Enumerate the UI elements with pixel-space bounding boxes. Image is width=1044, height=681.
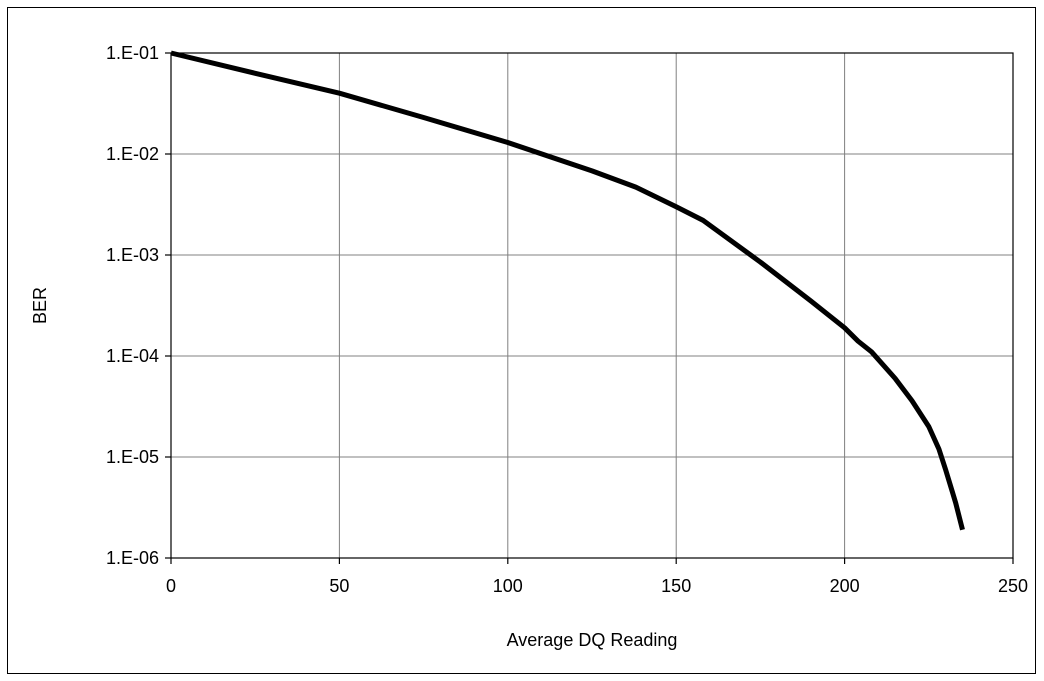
y-tick-label: 1.E-04 [106, 346, 159, 366]
x-axis-title: Average DQ Reading [507, 630, 678, 650]
series-group [170, 50, 965, 531]
grid-lines [171, 53, 1013, 558]
plot-area-border [170, 52, 1014, 559]
x-tick-label: 150 [661, 576, 691, 596]
y-tick-label: 1.E-06 [106, 548, 159, 568]
chart-frame [7, 7, 1036, 674]
y-tick-label: 1.E-03 [106, 245, 159, 265]
ber-series-line [170, 50, 965, 531]
x-tick-label: 250 [998, 576, 1028, 596]
y-axis-title: BER [30, 287, 50, 324]
x-tick-label: 50 [329, 576, 349, 596]
x-tick-label: 200 [830, 576, 860, 596]
y-tick-label: 1.E-02 [106, 144, 159, 164]
x-tick-label: 100 [493, 576, 523, 596]
y-axis-ticks: 1.E-01 1.E-02 1.E-03 1.E-04 1.E-05 1.E-06 [106, 43, 171, 568]
x-tick-label: 0 [166, 576, 176, 596]
y-tick-label: 1.E-01 [106, 43, 159, 63]
x-axis-ticks: 0 50 100 150 200 250 [166, 558, 1028, 596]
y-tick-label: 1.E-05 [106, 447, 159, 467]
